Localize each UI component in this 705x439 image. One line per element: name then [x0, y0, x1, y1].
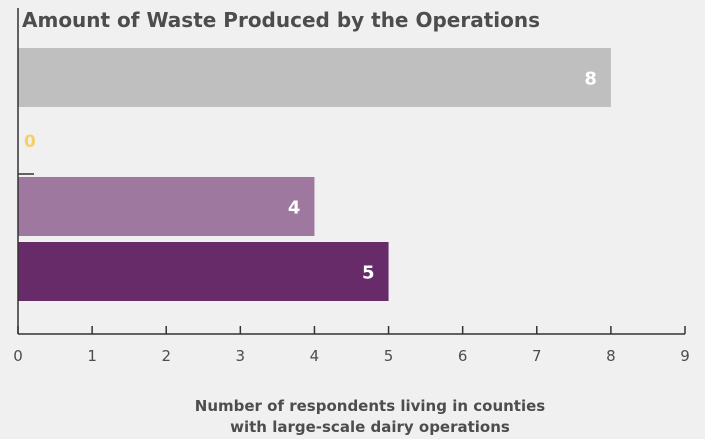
- bar-value-label-0: 8: [584, 69, 597, 90]
- x-tick-label-0: 0: [13, 347, 23, 365]
- bar-3: [18, 242, 389, 301]
- bar-value-label-3: 5: [362, 263, 375, 284]
- x-axis-label-line-2: with large-scale dairy operations: [230, 418, 510, 436]
- bar-value-label-1: 0: [24, 132, 36, 152]
- x-tick-label-2: 2: [161, 347, 171, 365]
- x-tick-label-1: 1: [87, 347, 97, 365]
- bar-value-label-2: 4: [288, 198, 301, 219]
- x-tick-label-7: 7: [532, 347, 542, 365]
- x-tick-label-4: 4: [310, 347, 320, 365]
- x-axis-label-line-1: Number of respondents living in counties: [195, 397, 545, 415]
- x-tick-label-9: 9: [680, 347, 690, 365]
- x-tick-label-8: 8: [606, 347, 616, 365]
- bar-0: [18, 48, 611, 107]
- x-tick-label-5: 5: [384, 347, 394, 365]
- chart-title: Amount of Waste Produced by the Operatio…: [22, 8, 540, 32]
- bar-2: [18, 177, 315, 236]
- x-tick-label-6: 6: [458, 347, 468, 365]
- x-tick-label-3: 3: [236, 347, 246, 365]
